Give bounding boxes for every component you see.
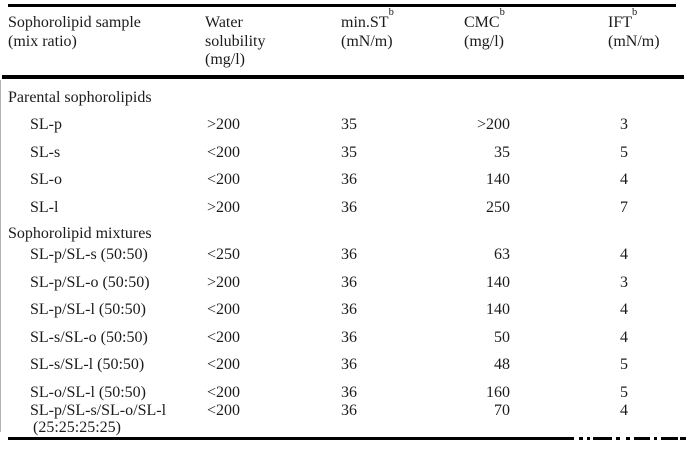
- min-st-value: 36: [341, 246, 357, 263]
- cmc-value: 50: [494, 329, 510, 346]
- sample-name: SL-p: [30, 116, 62, 133]
- sample-mix-ratio: (25:25:25:25): [33, 419, 121, 436]
- sample-name: SL-s: [30, 144, 61, 161]
- sample-name: SL-s/SL-l (50:50): [30, 356, 145, 373]
- column-header-sample: Sophorolipid sample (mix ratio): [8, 14, 141, 51]
- cmc-value: 63: [494, 246, 510, 263]
- footnote-marker-b: b: [388, 6, 394, 18]
- ift-value: 4: [620, 171, 628, 188]
- column-header-min-st: min.STb (mN/m): [341, 7, 394, 51]
- min-st-unit: (mN/m): [341, 32, 393, 50]
- cmc-unit: (mg/l): [464, 32, 504, 50]
- ift-value: 4: [620, 246, 628, 263]
- table-row: SL-p/SL-o (50:50) >200 36 140 3: [0, 274, 688, 296]
- min-st-value: 36: [341, 171, 357, 188]
- column-header-sample-line1: Sophorolipid sample: [8, 14, 141, 31]
- ift-label: IFT: [608, 14, 632, 31]
- cmc-value: 48: [494, 356, 510, 373]
- water-solubility-value: <200: [207, 171, 241, 188]
- ift-value: 4: [620, 402, 628, 419]
- table-row: SL-l >200 36 250 7: [0, 199, 688, 221]
- bottom-rule-scan-artifact: [560, 437, 686, 440]
- sample-name: SL-o: [30, 171, 62, 188]
- min-st-value: 36: [341, 384, 357, 401]
- sample-name: SL-p/SL-s/SL-o/SL-l: [30, 402, 167, 419]
- min-st-value: 36: [341, 274, 357, 291]
- cmc-value: >200: [476, 116, 510, 133]
- ift-value: 5: [620, 384, 628, 401]
- table-row: SL-p/SL-s/SL-o/SL-l (25:25:25:25) <200 3…: [0, 402, 688, 442]
- table-row: SL-o <200 36 140 4: [0, 171, 688, 193]
- min-st-value: 35: [341, 116, 357, 133]
- cmc-value: 140: [486, 301, 510, 318]
- column-header-water-line2: solubility: [205, 32, 266, 50]
- min-st-value: 36: [341, 356, 357, 373]
- water-solubility-value: >200: [207, 199, 241, 216]
- cmc-value: 140: [486, 171, 510, 188]
- sample-name: SL-o/SL-l (50:50): [30, 384, 146, 401]
- column-header-water-solubility: Water solubility (mg/l): [205, 14, 265, 70]
- water-solubility-value: <200: [207, 356, 241, 373]
- column-header-ift: IFTb (mN/m): [608, 7, 660, 51]
- ift-value: 5: [620, 144, 628, 161]
- ift-value: 3: [620, 116, 628, 133]
- sample-name: SL-l: [30, 199, 59, 216]
- min-st-value: 36: [341, 329, 357, 346]
- table-row: SL-p >200 35 >200 3: [0, 116, 688, 138]
- ift-unit: (mN/m): [608, 32, 660, 50]
- water-solubility-value: <200: [207, 384, 241, 401]
- table-header-rule: [2, 75, 684, 79]
- min-st-value: 36: [341, 301, 357, 318]
- cmc-value: 35: [494, 144, 510, 161]
- sample-name: SL-p/SL-o (50:50): [30, 274, 150, 291]
- sample-name: SL-p/SL-s (50:50): [30, 246, 148, 263]
- column-header-sample-line2: (mix ratio): [8, 32, 77, 50]
- ift-value: 3: [620, 274, 628, 291]
- footnote-marker-b: b: [632, 6, 638, 18]
- water-solubility-value: <200: [207, 301, 241, 318]
- table-row: SL-p/SL-s (50:50) <250 36 63 4: [0, 246, 688, 268]
- min-st-label: min.ST: [341, 14, 389, 31]
- min-st-value: 36: [341, 199, 357, 216]
- sample-name: SL-s/SL-o (50:50): [30, 329, 148, 346]
- section-title: Sophorolipid mixtures: [8, 225, 152, 242]
- ift-value: 5: [620, 356, 628, 373]
- min-st-value: 35: [341, 144, 357, 161]
- table-row: SL-s <200 35 35 5: [0, 144, 688, 166]
- section-title: Parental sophorolipids: [8, 89, 152, 106]
- table-top-rule: [8, 4, 676, 7]
- section-header-row: Sophorolipid mixtures: [0, 225, 688, 247]
- table-row: SL-o/SL-l (50:50) <200 36 160 5: [0, 384, 688, 406]
- water-solubility-value: >200: [207, 116, 241, 133]
- column-header-water-line1: Water: [205, 14, 243, 31]
- table-row: SL-s/SL-l (50:50) <200 36 48 5: [0, 356, 688, 378]
- water-solubility-value: <200: [207, 402, 241, 419]
- sample-name: SL-p/SL-l (50:50): [30, 301, 146, 318]
- ift-value: 4: [620, 329, 628, 346]
- water-solubility-value: <200: [207, 144, 241, 161]
- min-st-value: 36: [341, 402, 357, 419]
- section-header-row: Parental sophorolipids: [0, 89, 688, 111]
- table-row: SL-p/SL-l (50:50) <200 36 140 4: [0, 301, 688, 323]
- cmc-label: CMC: [464, 14, 500, 31]
- cmc-value: 250: [486, 199, 510, 216]
- table-bottom-rule: [8, 437, 560, 440]
- column-header-water-line3: (mg/l): [205, 51, 245, 68]
- water-solubility-value: <250: [207, 246, 241, 263]
- left-scan-edge-artifact: [0, 80, 1, 432]
- ift-value: 4: [620, 301, 628, 318]
- ift-value: 7: [620, 199, 628, 216]
- cmc-value: 140: [486, 274, 510, 291]
- column-header-cmc: CMCb (mg/l): [464, 7, 505, 51]
- footnote-marker-b: b: [499, 6, 505, 18]
- water-solubility-value: <200: [207, 329, 241, 346]
- table-row: SL-s/SL-o (50:50) <200 36 50 4: [0, 329, 688, 351]
- cmc-value: 160: [486, 384, 510, 401]
- water-solubility-value: >200: [207, 274, 241, 291]
- cmc-value: 70: [494, 402, 510, 419]
